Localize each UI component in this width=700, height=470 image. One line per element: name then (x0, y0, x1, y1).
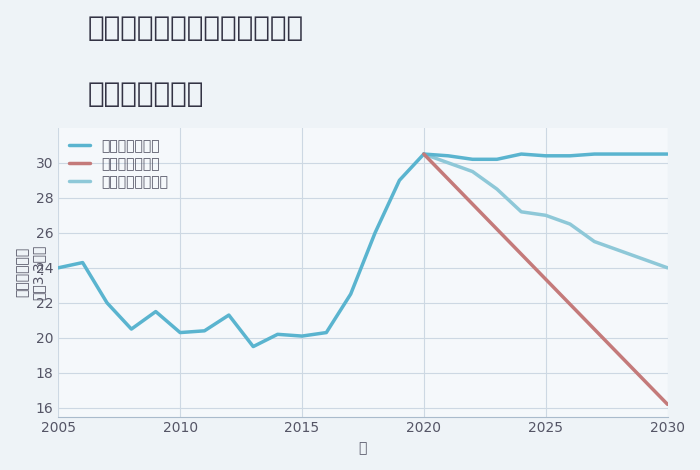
ノーマルシナリオ (419, 151, 428, 157)
グッドシナリオ (468, 157, 477, 162)
グッドシナリオ (566, 153, 574, 158)
ノーマルシナリオ (590, 239, 598, 244)
グッドシナリオ (493, 157, 501, 162)
ノーマルシナリオ (542, 212, 550, 218)
ノーマルシナリオ (639, 256, 648, 262)
Legend: グッドシナリオ, バッドシナリオ, ノーマルシナリオ: グッドシナリオ, バッドシナリオ, ノーマルシナリオ (65, 135, 172, 194)
グッドシナリオ (664, 151, 672, 157)
Text: 愛知県知多郡阿久比町草木の: 愛知県知多郡阿久比町草木の (88, 14, 304, 42)
ノーマルシナリオ (444, 160, 452, 165)
ノーマルシナリオ (566, 221, 574, 227)
グッドシナリオ (590, 151, 598, 157)
Line: グッドシナリオ: グッドシナリオ (424, 154, 668, 159)
Line: ノーマルシナリオ: ノーマルシナリオ (424, 154, 668, 268)
Y-axis label: 単価（万円）
坪（3.3㎡）: 単価（万円） 坪（3.3㎡） (15, 244, 46, 300)
グッドシナリオ (444, 153, 452, 158)
ノーマルシナリオ (468, 169, 477, 174)
ノーマルシナリオ (615, 248, 623, 253)
グッドシナリオ (542, 153, 550, 158)
グッドシナリオ (517, 151, 526, 157)
ノーマルシナリオ (493, 186, 501, 192)
ノーマルシナリオ (517, 209, 526, 215)
グッドシナリオ (639, 151, 648, 157)
Text: 土地の価格推移: 土地の価格推移 (88, 80, 204, 108)
ノーマルシナリオ (664, 265, 672, 271)
グッドシナリオ (615, 151, 623, 157)
グッドシナリオ (419, 151, 428, 157)
X-axis label: 年: 年 (358, 441, 367, 455)
